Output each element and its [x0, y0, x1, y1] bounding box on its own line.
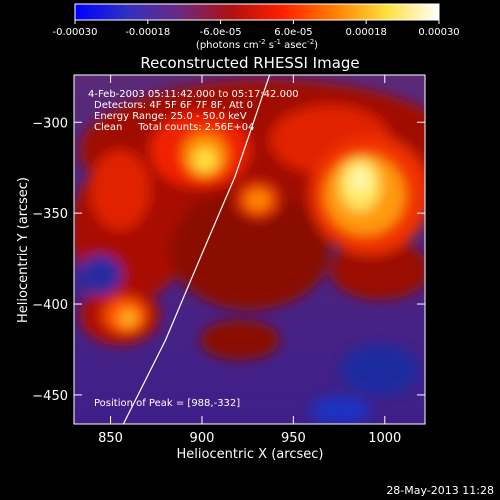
y-tick-label: −400 [32, 298, 68, 313]
colorbar: -0.00030 -0.00018 -6.0e-05 6.0e-05 0.00018 0.… [53, 3, 460, 51]
y-axis-ticks: −300 −350 −400 −450 [32, 116, 425, 404]
x-axis-ticks: 850 900 950 1000 [98, 75, 401, 446]
chart-title: Reconstructed RHESSI Image [140, 54, 359, 72]
plot-frame [73, 74, 426, 425]
colorbar-tick-label: -0.00018 [125, 27, 170, 38]
y-tick-label: −300 [32, 116, 68, 131]
colorbar-ticks: -0.00030 -0.00018 -6.0e-05 6.0e-05 0.00018 0.… [53, 20, 460, 38]
annotation-time: 4-Feb-2003 05:11:42.000 to 05:17:42.000 [88, 89, 299, 100]
annotation-clean: Clean Total counts: 2.56E+04 [94, 122, 254, 133]
x-tick-label: 1000 [368, 431, 401, 446]
colorbar-tick-label: 6.0e-05 [274, 27, 312, 38]
colorbar-tick-label: 0.00018 [346, 27, 387, 38]
emission-blobs [74, 80, 425, 424]
y-tick-label: −450 [32, 389, 68, 404]
annotation-peak: Position of Peak = [988,-332] [94, 398, 240, 409]
footer-date: 28-May-2013 11:28 [386, 484, 494, 497]
heatmap-image [74, 75, 425, 424]
x-tick-label: 850 [98, 431, 123, 446]
colorbar-units-label: (photons cm-2 s-1 asec-2) [196, 38, 318, 51]
annotation-energy: Energy Range: 25.0 - 50.0 keV [94, 111, 247, 122]
annotation-detectors: Detectors: 4F 5F 6F 7F 8F, Att 0 [94, 100, 253, 111]
solar-limb-line [122, 75, 271, 424]
colorbar-tick-label: 0.00030 [418, 27, 459, 38]
x-tick-label: 900 [190, 431, 215, 446]
x-axis-label: Heliocentric X (arcsec) [177, 447, 324, 462]
y-axis-label: Heliocentric Y (arcsec) [16, 177, 31, 323]
colorbar-tick-label: -0.00030 [53, 27, 98, 38]
y-tick-label: −350 [32, 207, 68, 222]
x-tick-label: 950 [281, 431, 306, 446]
colorbar-bar [74, 3, 440, 21]
colorbar-tick-label: -6.0e-05 [200, 27, 242, 38]
